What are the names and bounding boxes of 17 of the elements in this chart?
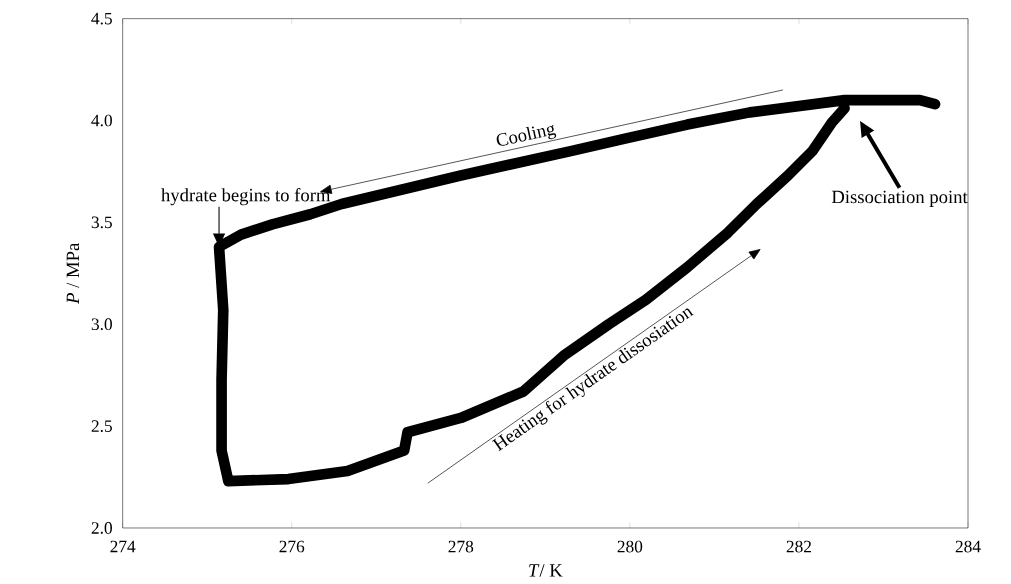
x-tick-label: 282: [786, 540, 811, 553]
x-axis-title: T/ K: [529, 564, 563, 577]
y-axis-title: P / MPa: [66, 242, 80, 305]
annotation: hydrate begins to form: [161, 188, 331, 206]
y-tick-label: 2.0: [91, 522, 112, 534]
x-tick-label: 274: [110, 540, 136, 553]
y-tick-label: 2.5: [91, 420, 112, 432]
annotation: Cooling: [496, 124, 557, 146]
x-tick-label: 280: [617, 540, 643, 553]
x-tick-label: 284: [955, 540, 981, 553]
x-tick-label: 278: [448, 540, 474, 553]
y-tick-label: 3.0: [91, 318, 112, 331]
x-tick-label: 276: [279, 540, 305, 553]
y-tick-label: 4.0: [91, 114, 112, 127]
y-tick-label: 3.5: [91, 216, 112, 229]
y-tick-label: 4.5: [91, 12, 112, 25]
annotation: Dissociation point: [831, 190, 968, 208]
